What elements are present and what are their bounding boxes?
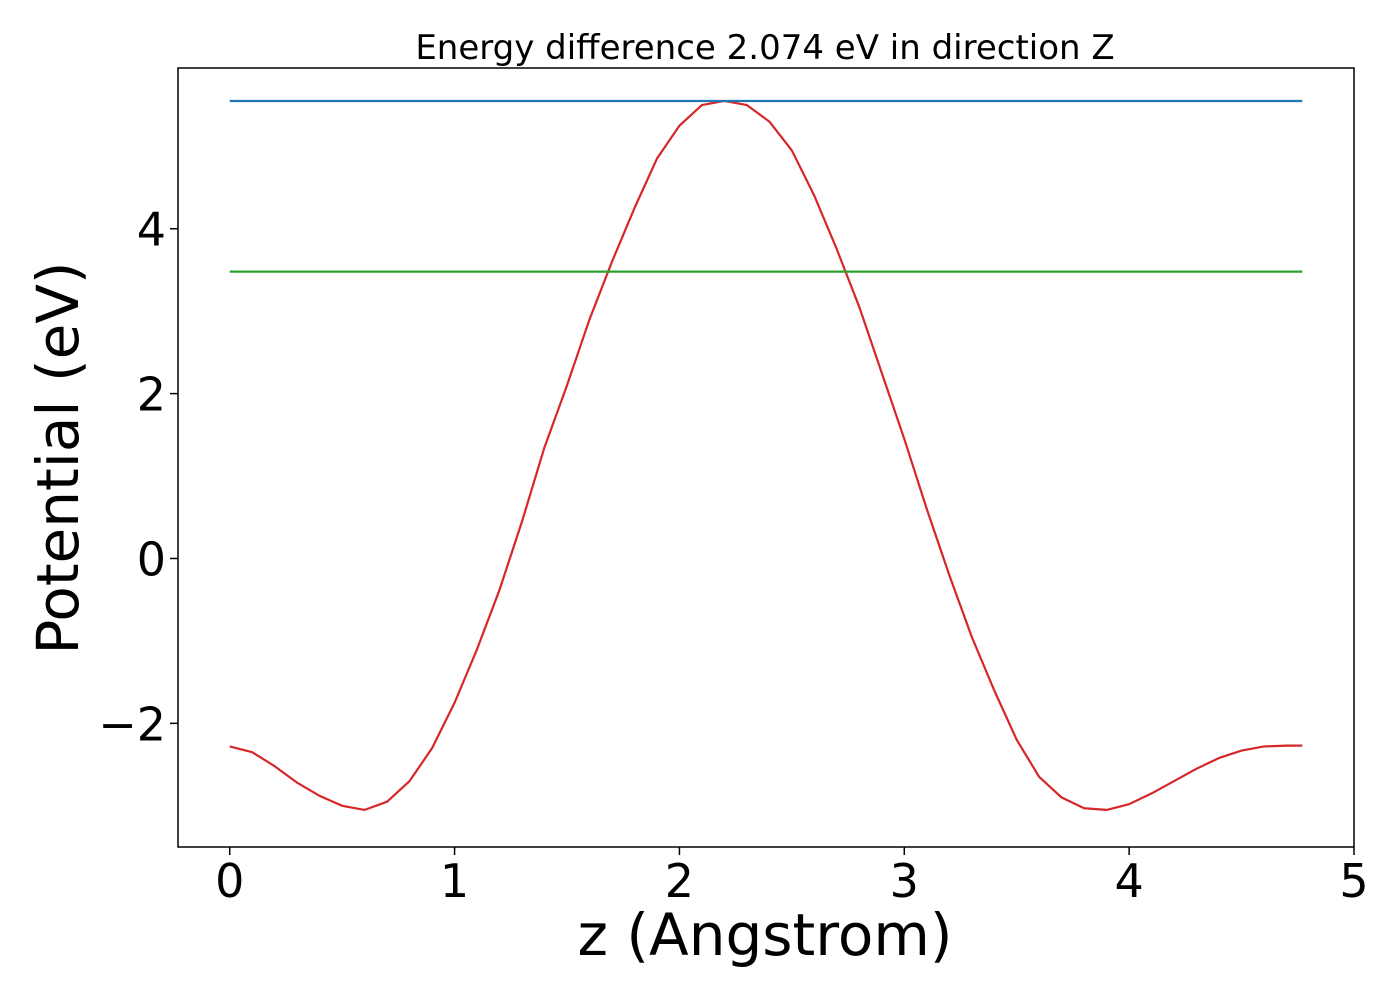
x-tick-label: 1 (440, 854, 469, 908)
y-axis-label: Potential (eV) (24, 261, 92, 654)
x-tick-label: 0 (215, 854, 244, 908)
series-layer (229, 99, 1303, 811)
plot-frame (177, 67, 1355, 848)
series-line-0 (229, 99, 1303, 811)
ticks-layer: 0 1 2 3 4 5 −2 0 2 4 (98, 203, 1368, 908)
chart-title: Energy difference 2.074 eV in direction … (415, 28, 1114, 68)
y-tick-label: 2 (137, 368, 166, 422)
x-tick-label: 3 (890, 854, 919, 908)
x-tick-label: 2 (665, 854, 694, 908)
x-tick-label: 4 (1115, 854, 1144, 908)
x-tick-label: 5 (1339, 854, 1368, 908)
x-axis-label: z (Angstrom) (578, 901, 953, 969)
y-tick-label: 0 (137, 532, 166, 586)
y-tick-label: 4 (137, 203, 166, 257)
y-tick-label: −2 (98, 697, 166, 751)
